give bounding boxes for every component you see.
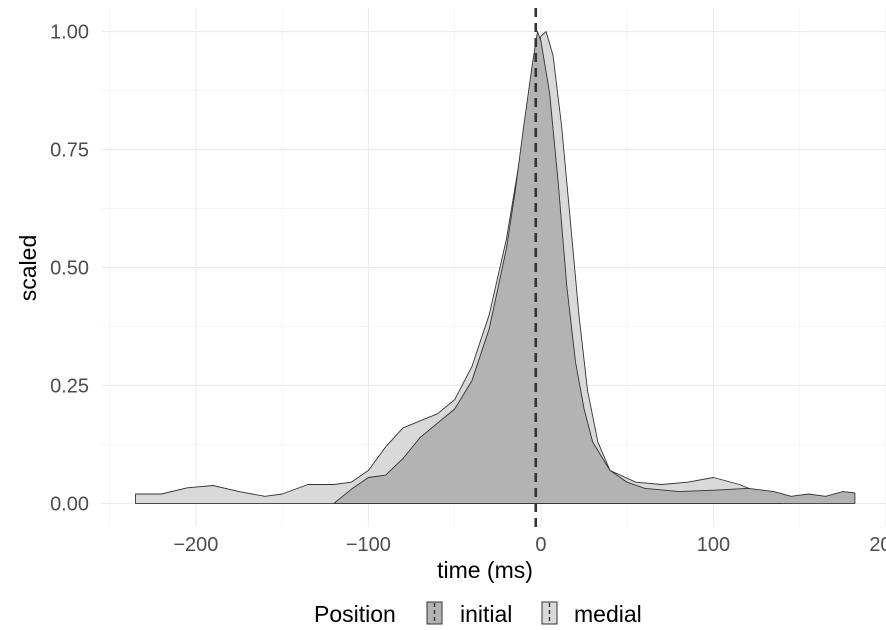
density-areas (135, 31, 856, 504)
x-tick-label: −200 (173, 534, 218, 556)
x-axis-title: time (ms) (437, 557, 533, 583)
y-tick-label: 0.50 (50, 258, 89, 280)
legend-label-initial: initial (460, 601, 512, 627)
x-tick-label: −100 (346, 534, 391, 556)
y-tick-label: 1.00 (50, 22, 89, 44)
legend: Position initial medial (314, 601, 642, 627)
y-tick-label: 0.25 (50, 375, 89, 397)
legend-title: Position (314, 601, 396, 627)
x-tick-label: 200 (869, 534, 886, 556)
x-tick-label: 100 (697, 534, 730, 556)
tick-labels: −200 −100 0 100 200 0.00 0.25 0.50 0.75 1.00 (50, 22, 886, 556)
density-area-initial (333, 31, 856, 504)
x-tick-label: 0 (535, 534, 546, 556)
legend-label-medial: medial (574, 601, 642, 627)
legend-key-initial (426, 601, 443, 625)
y-tick-label: 0.00 (50, 493, 89, 515)
y-tick-label: 0.75 (50, 140, 89, 162)
y-axis-title: scaled (15, 235, 41, 301)
legend-key-medial (541, 601, 558, 625)
